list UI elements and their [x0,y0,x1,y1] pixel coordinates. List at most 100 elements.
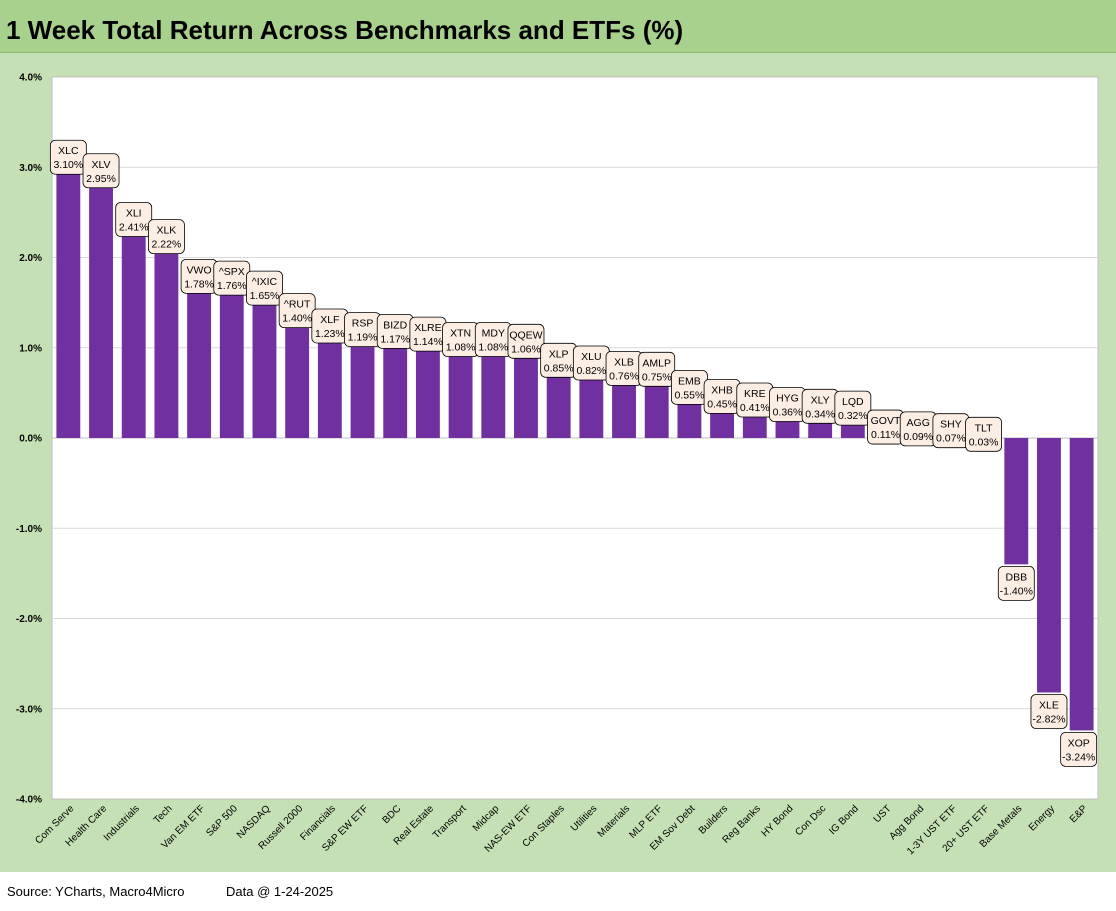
data-label-box [507,323,545,359]
data-label: RSP 1.19% [344,312,381,348]
bar [644,370,669,438]
bar [252,289,277,438]
data-label-value: 1.23% [315,328,345,340]
data-label-ticker: XLU [581,351,601,363]
data-label: XLI 2.41% [115,202,153,237]
data-label: XLY 0.34% [801,388,839,424]
data-label: XLC 3.10% [49,139,87,175]
data-label-ticker: XLK [156,225,176,237]
y-tick-label: -2.0% [16,614,42,625]
data-label-value: 1.17% [380,333,410,345]
data-label-ticker: XHB [711,384,733,396]
bar [89,171,113,438]
y-tick-label: 4.0% [19,73,42,84]
data-label-box [82,153,120,189]
data-label: AMLP 0.75% [638,351,676,387]
x-tick-label: E&P [1068,803,1090,825]
source-note: Source: YCharts, Macro4Micro [7,884,185,899]
bar [1037,438,1061,693]
data-label: XOP -3.24% [1060,732,1098,767]
data-label-ticker: ^IXIC [252,276,278,288]
x-tick-label: Con Dsc [793,803,828,838]
data-label-box [148,219,185,255]
data-label: XLB 0.76% [605,351,643,386]
data-label-ticker: HYG [776,393,799,405]
bar [154,237,179,438]
chart-title: 1 Week Total Return Across Benchmarks an… [6,15,684,45]
data-label-ticker: KRE [744,388,766,400]
data-label: ^SPX 1.76% [213,260,251,296]
bar [612,369,636,438]
data-label-value: 1.08% [478,342,508,354]
data-label-value: 0.55% [675,389,705,401]
data-label: ^RUT 1.40% [278,293,316,329]
data-date-note: Data @ 1-24-2025 [226,884,334,899]
x-tick-label: UST [872,803,894,825]
data-label-ticker: ^SPX [219,266,245,278]
data-label-value: 1.40% [282,313,312,325]
bar [219,279,244,438]
x-tick-label: Utilities [569,803,600,834]
data-label-ticker: QQEW [509,329,542,341]
data-label-box [638,351,676,387]
data-label: XLK 2.22% [148,219,185,255]
data-label: VWO 1.78% [180,258,218,294]
footer: Source: YCharts, Macro4Micro Data @ 1-24… [0,872,1116,911]
y-tick-label: -3.0% [16,704,42,715]
data-label-ticker: XLE [1039,700,1059,712]
gridlines [52,166,1098,710]
data-label: EMB 0.55% [671,369,708,405]
data-label: XHB 0.45% [703,378,741,414]
data-label-ticker: XLV [91,159,110,171]
y-tick-label: -4.0% [16,795,42,806]
data-label: MDY 1.08% [474,322,512,357]
bar-chart: 4.0% 3.0% 2.0% 1.0% 0.0% -1.0% -2.0% -3.0% -4.0%… [16,73,1099,857]
data-label: XLE -2.82% [1030,694,1068,729]
data-label-value: 2.41% [119,221,149,233]
data-label-ticker: XLF [320,314,339,326]
bar [285,311,310,438]
bar [187,277,212,438]
data-label-value: 0.34% [805,408,835,420]
y-tick-label: 0.0% [19,434,42,445]
data-label-ticker: AMLP [642,357,671,369]
data-label: XTN 1.08% [442,322,479,357]
data-label-value: 0.82% [576,365,606,377]
data-label-ticker: RSP [352,318,374,330]
data-label-box [1060,732,1098,767]
data-label: XLV 2.95% [82,153,120,189]
bar [579,363,604,438]
chart-frame: 4.0% 3.0% 2.0% 1.0% 0.0% -1.0% -2.0% -3.0% -4.0%… [0,53,1116,872]
title-bar: 1 Week Total Return Across Benchmarks an… [0,0,1116,53]
data-label: XLP 0.85% [540,342,578,378]
data-label-value: 0.03% [969,436,999,448]
data-label: XLU 0.82% [572,345,610,381]
data-label: SHY 0.07% [932,413,970,449]
data-label-value: 3.10% [53,159,83,171]
bar [317,326,342,438]
x-tick-label: BDC [381,803,404,826]
data-label-value: 1.76% [217,280,247,292]
data-label: XLRE 1.14% [409,316,447,352]
data-label-value: 0.85% [544,362,574,374]
data-label-value: 1.14% [413,336,443,348]
x-tick-label: Energy [1027,803,1057,833]
data-label-value: 0.36% [773,407,803,419]
data-label-ticker: XLY [811,394,830,406]
data-label: GOVT 0.11% [867,409,904,445]
data-label-box [246,270,283,306]
y-tick-label: -1.0% [16,524,42,535]
data-label-ticker: XTN [450,328,471,340]
x-tick-label: Transport [431,803,469,841]
data-label-value: 0.41% [740,402,770,414]
data-label: LQD 0.32% [834,390,872,426]
data-label-value: 1.78% [184,278,214,290]
x-tick-label: Materials [596,803,632,839]
bar [1069,438,1094,731]
data-label: ^IXIC 1.65% [246,270,283,306]
data-label-value: 0.07% [936,433,966,445]
data-label-value: 1.19% [348,332,378,344]
data-label-value: -1.40% [1000,585,1033,597]
data-label-ticker: LQD [842,396,864,408]
data-label-ticker: XLI [126,207,142,219]
